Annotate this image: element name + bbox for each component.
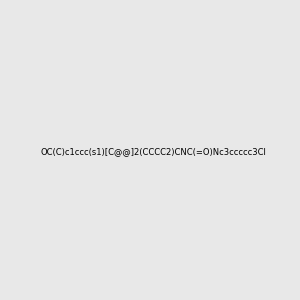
Text: OC(C)c1ccc(s1)[C@@]2(CCCC2)CNC(=O)Nc3ccccc3Cl: OC(C)c1ccc(s1)[C@@]2(CCCC2)CNC(=O)Nc3ccc… xyxy=(41,147,267,156)
